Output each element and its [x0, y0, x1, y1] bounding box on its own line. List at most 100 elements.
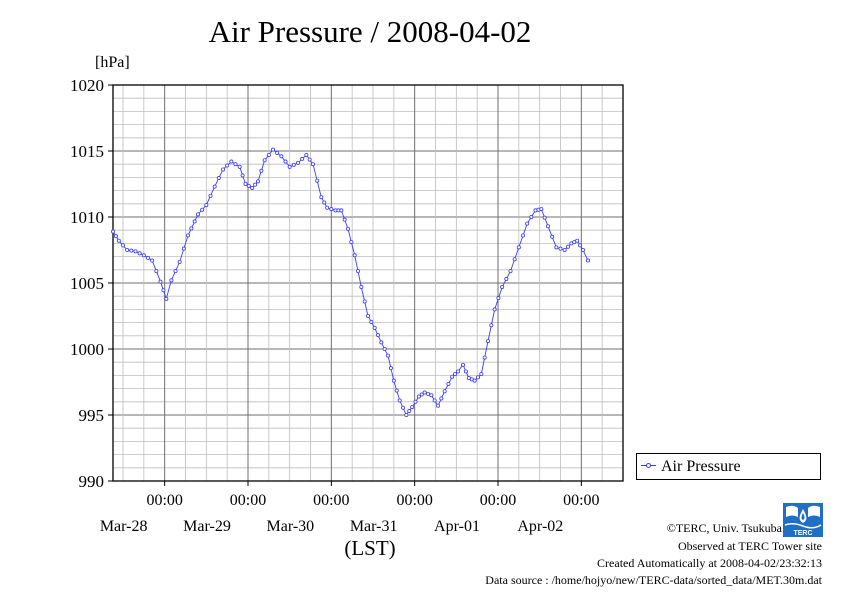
data-point: [496, 296, 501, 301]
data-point: [422, 390, 427, 395]
x-tick-time-label: 00:00: [396, 492, 432, 509]
data-point: [141, 253, 146, 258]
data-point: [185, 233, 190, 238]
data-point: [295, 160, 300, 165]
data-point: [240, 173, 245, 178]
terc-logo-icon: TERC: [783, 503, 823, 537]
data-point: [246, 183, 251, 188]
data-point: [578, 243, 583, 248]
footer-credit: ©TERC, Univ. Tsukuba: [666, 521, 782, 535]
data-point: [575, 238, 580, 243]
data-point: [150, 258, 155, 263]
footer-created: Created Automatically at 2008-04-02/23:3…: [597, 556, 822, 570]
data-point: [229, 159, 234, 164]
data-point: [508, 269, 513, 274]
axes: [108, 84, 624, 486]
data-point: [225, 163, 230, 168]
data-point: [504, 277, 509, 282]
x-axis-label: (LST): [344, 536, 395, 560]
data-point: [365, 313, 370, 318]
data-point: [566, 244, 571, 249]
data-point: [111, 229, 116, 234]
data-point: [521, 233, 526, 238]
data-point: [173, 269, 178, 274]
data-point: [195, 212, 200, 217]
data-point: [554, 245, 559, 250]
data-point: [385, 353, 390, 358]
data-point: [453, 372, 458, 377]
data-point: [192, 219, 197, 224]
legend-label: Air Pressure: [661, 458, 741, 475]
data-point: [158, 279, 163, 284]
data-point: [550, 234, 555, 239]
tick-labels: 1020 1015 1010 1005 1000 995 990 00:00 Mar-28 00:…: [70, 76, 600, 560]
data-point: [233, 162, 238, 167]
data-point: [283, 159, 288, 164]
data-point: [460, 362, 465, 367]
data-point: [237, 164, 242, 169]
data-point: [512, 257, 517, 262]
data-point: [270, 147, 275, 152]
data-point: [319, 195, 324, 200]
data-point: [355, 269, 360, 274]
x-tick-date-label: Apr-01: [434, 518, 480, 535]
data-point: [416, 394, 421, 399]
data-point: [279, 154, 284, 159]
data-point: [482, 355, 487, 360]
svg-text:TERC: TERC: [793, 530, 812, 537]
data-point: [407, 409, 412, 414]
y-tick-label: 990: [79, 472, 105, 491]
chart-title: Air Pressure / 2008-04-02: [208, 14, 532, 49]
y-tick-label: 1020: [70, 76, 104, 95]
data-point: [307, 157, 312, 162]
data-point: [429, 393, 434, 398]
data-point: [177, 259, 182, 264]
data-point: [164, 296, 169, 301]
data-point: [379, 340, 384, 345]
x-tick-time-label: 00:00: [480, 492, 516, 509]
data-point: [425, 391, 430, 396]
y-tick-label: 1015: [70, 142, 104, 161]
data-point: [181, 246, 186, 251]
grid-lines: [113, 85, 623, 481]
data-point: [542, 215, 547, 220]
data-point: [463, 369, 468, 374]
data-point: [394, 388, 399, 393]
data-point: [275, 150, 280, 155]
data-point: [586, 258, 591, 263]
data-point: [287, 164, 292, 169]
data-point: [455, 369, 460, 374]
data-point: [200, 207, 205, 212]
data-point: [479, 372, 484, 377]
x-tick-time-label: 00:00: [146, 492, 182, 509]
data-point: [349, 240, 354, 245]
data-point: [259, 168, 264, 173]
data-point: [250, 185, 255, 190]
data-point: [253, 182, 258, 187]
data-point: [129, 248, 134, 253]
data-point: [375, 333, 380, 338]
x-tick-date-label: Mar-30: [266, 518, 314, 535]
x-tick-date-label: Mar-29: [183, 518, 231, 535]
data-point: [262, 158, 267, 163]
data-point: [145, 255, 150, 260]
data-point: [432, 398, 437, 403]
y-axis-unit-label: [hPa]: [95, 54, 130, 71]
data-point: [342, 217, 347, 222]
data-point: [315, 178, 320, 183]
data-point: [137, 251, 142, 256]
y-tick-label: 1005: [70, 274, 104, 293]
data-point: [450, 374, 455, 379]
data-point: [369, 319, 374, 324]
data-point: [475, 375, 480, 380]
y-tick-label: 995: [79, 406, 105, 425]
data-point: [391, 378, 396, 383]
data-point: [329, 207, 334, 212]
legend: Air Pressure: [636, 453, 821, 480]
data-point: [154, 269, 159, 274]
data-point: [435, 403, 440, 408]
data-point: [291, 162, 296, 167]
x-tick-time-label: 00:00: [313, 492, 349, 509]
data-point: [304, 152, 309, 157]
data-point: [404, 412, 409, 417]
